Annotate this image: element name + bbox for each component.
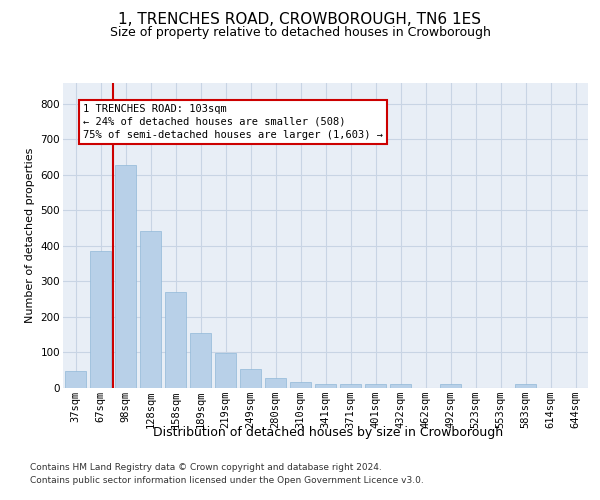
Bar: [115, 165, 136, 388]
Bar: [340, 384, 361, 388]
Text: Size of property relative to detached houses in Crowborough: Size of property relative to detached ho…: [110, 26, 490, 39]
Text: Contains public sector information licensed under the Open Government Licence v3: Contains public sector information licen…: [30, 476, 424, 485]
Text: 1, TRENCHES ROAD, CROWBOROUGH, TN6 1ES: 1, TRENCHES ROAD, CROWBOROUGH, TN6 1ES: [119, 12, 482, 28]
Bar: [290, 382, 311, 388]
Bar: [315, 384, 336, 388]
Bar: [440, 384, 461, 388]
Bar: [140, 232, 161, 388]
Text: 1 TRENCHES ROAD: 103sqm
← 24% of detached houses are smaller (508)
75% of semi-d: 1 TRENCHES ROAD: 103sqm ← 24% of detache…: [83, 104, 383, 140]
Bar: [165, 292, 186, 388]
Bar: [215, 352, 236, 388]
Text: Contains HM Land Registry data © Crown copyright and database right 2024.: Contains HM Land Registry data © Crown c…: [30, 464, 382, 472]
Bar: [390, 384, 411, 388]
Bar: [515, 384, 536, 388]
Bar: [190, 332, 211, 388]
Y-axis label: Number of detached properties: Number of detached properties: [25, 148, 35, 322]
Bar: [265, 378, 286, 388]
Bar: [65, 371, 86, 388]
Bar: [365, 384, 386, 388]
Bar: [90, 251, 111, 388]
Bar: [240, 369, 261, 388]
Text: Distribution of detached houses by size in Crowborough: Distribution of detached houses by size …: [154, 426, 503, 439]
